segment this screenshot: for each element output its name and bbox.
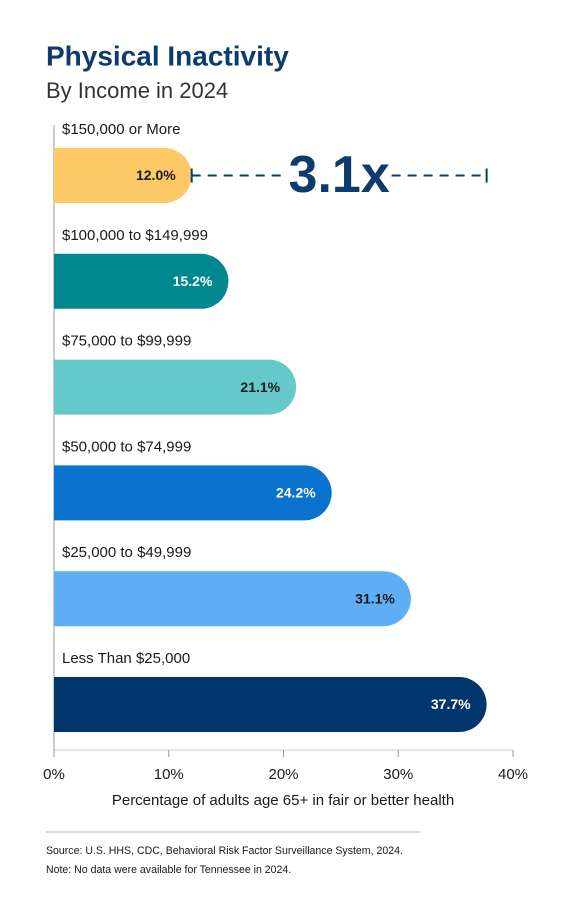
bar xyxy=(54,677,487,732)
value-label: 31.1% xyxy=(355,590,395,606)
value-label: 21.1% xyxy=(240,379,280,395)
bar xyxy=(54,359,297,415)
bar xyxy=(54,465,332,521)
chart-title: Physical Inactivity xyxy=(46,40,289,71)
bar xyxy=(54,148,192,203)
category-label: $150,000 or More xyxy=(62,121,180,138)
x-tick-label: 10% xyxy=(154,766,184,783)
category-label: $100,000 to $149,999 xyxy=(62,227,208,244)
value-label: 15.2% xyxy=(173,273,213,289)
source: Source: U.S. HHS, CDC, Behavioral Risk F… xyxy=(46,845,403,857)
bar xyxy=(54,571,411,627)
category-label: $50,000 to $74,999 xyxy=(62,438,191,455)
x-tick-label: 30% xyxy=(383,766,413,783)
x-tick-label: 0% xyxy=(43,766,65,783)
annotation: 3.1x xyxy=(289,146,390,204)
x-tick-label: 40% xyxy=(498,766,528,783)
x-tick-label: 20% xyxy=(268,766,298,783)
note: Note: No data were available for Tenness… xyxy=(46,864,291,876)
value-label: 37.7% xyxy=(431,696,471,712)
value-label: 12.0% xyxy=(136,167,176,183)
category-label: $25,000 to $49,999 xyxy=(62,544,191,561)
category-label: $75,000 to $99,999 xyxy=(62,333,191,350)
chart-subtitle: By Income in 2024 xyxy=(46,78,228,103)
x-axis-label: Percentage of adults age 65+ in fair or … xyxy=(112,792,454,809)
value-label: 24.2% xyxy=(276,485,316,501)
bar xyxy=(54,253,229,309)
category-label: Less Than $25,000 xyxy=(62,650,190,667)
